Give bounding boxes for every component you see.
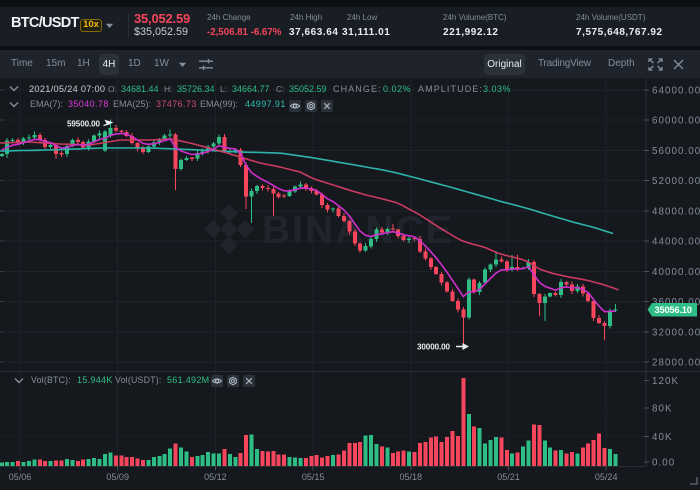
svg-text:60000.00: 60000.00 [652,116,700,127]
svg-text:36000.00: 36000.00 [652,297,700,308]
svg-text:80K: 80K [652,404,673,415]
svg-text:35056.10: 35056.10 [655,305,692,315]
svg-text:40000.00: 40000.00 [652,267,700,278]
svg-text:59500.00: 59500.00 [67,119,101,128]
svg-text:30000.00: 30000.00 [417,343,451,352]
svg-text:05/15: 05/15 [302,472,325,482]
svg-text:05/09: 05/09 [106,472,129,482]
svg-text:120K: 120K [652,376,679,387]
svg-text:0.00: 0.00 [652,457,675,468]
svg-text:28000.00: 28000.00 [652,358,700,369]
svg-text:32000.00: 32000.00 [652,327,700,338]
svg-text:52000.00: 52000.00 [652,176,700,187]
svg-text:44000.00: 44000.00 [652,237,700,248]
svg-text:05/06: 05/06 [9,472,32,482]
svg-text:05/12: 05/12 [204,472,227,482]
svg-text:48000.00: 48000.00 [652,206,700,217]
svg-text:05/24: 05/24 [595,472,618,482]
svg-text:64000.00: 64000.00 [652,85,700,96]
svg-text:56000.00: 56000.00 [652,146,700,157]
svg-text:40K: 40K [652,432,673,443]
svg-text:05/18: 05/18 [400,472,423,482]
svg-text:05/21: 05/21 [497,472,520,482]
